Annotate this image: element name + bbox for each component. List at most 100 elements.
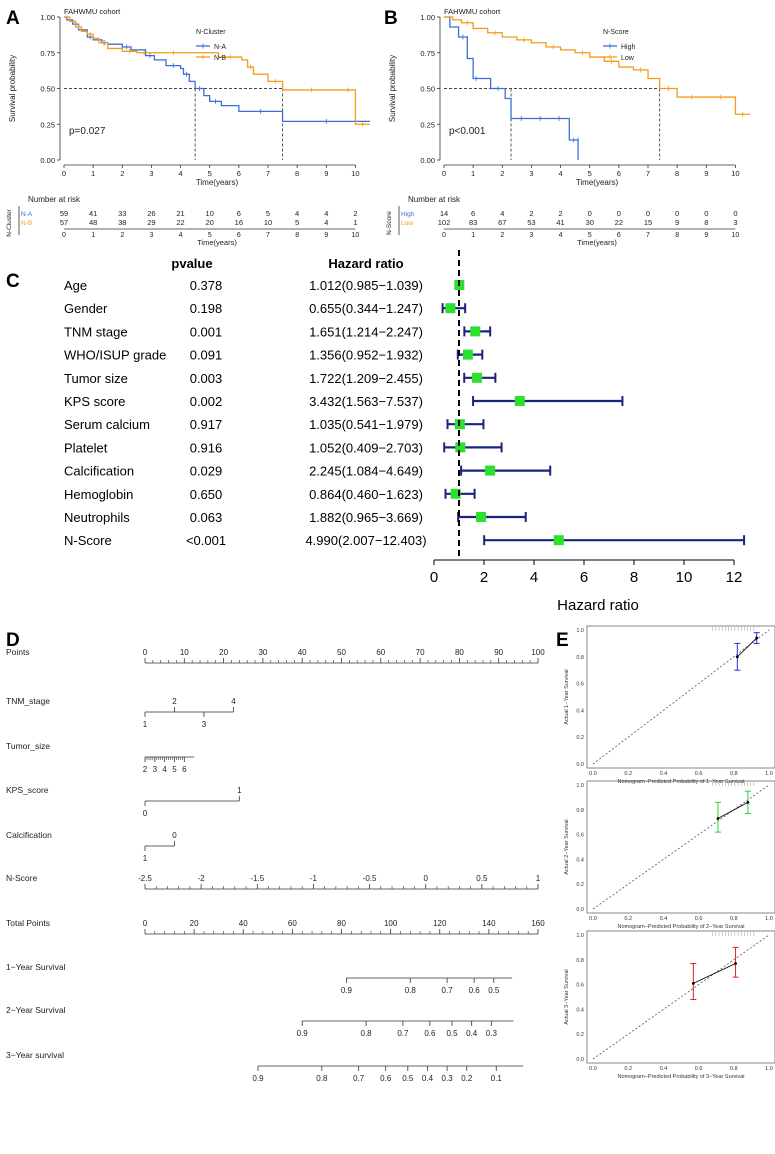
calibration-point <box>735 655 739 659</box>
forest-hr-text: 0.655(0.344−1.247) <box>309 301 423 316</box>
nomogram-row-label: 2−Year Survival <box>6 1005 66 1015</box>
risk-value: 0 <box>733 209 737 218</box>
nomogram-tick-label: 40 <box>239 919 248 928</box>
x-tick-label: 10 <box>351 169 359 178</box>
risk-value: 0 <box>588 209 592 218</box>
calib-y-tick-label: 0.0 <box>576 762 584 768</box>
p-value: p<0.001 <box>449 126 486 137</box>
legend-label: Low <box>621 55 635 62</box>
nomogram-tick-label: 5 <box>172 765 177 774</box>
risk-x-tick-label: 6 <box>617 232 621 239</box>
hr-point <box>553 535 564 546</box>
risk-value: 1 <box>353 218 357 227</box>
forest-row-label: Hemoglobin <box>64 487 133 502</box>
risk-row-label: Low <box>401 220 413 227</box>
risk-x-axis-title: Time(years) <box>197 238 237 247</box>
nomogram-tick-label: 0.3 <box>442 1074 454 1083</box>
nomogram-tick-label: -0.5 <box>363 874 377 883</box>
forest-hr-text: 0.864(0.460−1.623) <box>309 487 423 502</box>
risk-value: 26 <box>147 209 155 218</box>
calib-x-tick-label: 0.8 <box>730 916 738 922</box>
nomogram-tick-label: 0.9 <box>252 1074 264 1083</box>
plot-frame <box>586 930 775 1064</box>
nomogram-tick-label: 0.2 <box>461 1074 473 1083</box>
hr-point <box>472 372 483 383</box>
y-tick-label: 0.00 <box>420 156 435 165</box>
km-curve-low <box>444 16 750 115</box>
calib-x-tick-label: 0.2 <box>624 916 632 922</box>
calib-x-tick-label: 0.8 <box>730 1066 738 1072</box>
risk-x-tick-label: 4 <box>559 232 563 239</box>
forest-x-tick-label: 4 <box>530 569 538 586</box>
nomogram-tick-label: 1 <box>143 854 148 863</box>
risk-value: 33 <box>118 209 126 218</box>
forest-row-label: Gender <box>64 301 108 316</box>
calib-x-axis-title: Nomogram−Predicted Probability of 3−Year… <box>618 1074 745 1080</box>
x-tick-label: 4 <box>178 169 182 178</box>
risk-value: 2 <box>558 209 562 218</box>
risk-value: 57 <box>60 218 68 227</box>
risk-value: 59 <box>60 209 68 218</box>
risk-value: 5 <box>266 209 270 218</box>
nomogram-row-label: N-Score <box>6 873 37 883</box>
p-value: p=0.027 <box>69 126 106 137</box>
calib-x-tick-label: 1.0 <box>765 1066 773 1072</box>
y-tick-label: 0.00 <box>40 156 55 165</box>
risk-table-title: Number at risk <box>408 195 461 204</box>
hr-point <box>450 488 461 499</box>
nomogram-tick-label: 60 <box>288 919 297 928</box>
nomogram-tick-label: 50 <box>337 648 346 657</box>
calibration-line <box>693 963 736 984</box>
nomogram-row-label: Tumor_size <box>6 741 50 751</box>
risk-x-axis-title: Time(years) <box>577 238 617 247</box>
legend-label: High <box>621 44 636 51</box>
risk-value: 0 <box>617 209 621 218</box>
risk-value: 48 <box>89 218 97 227</box>
nomogram-tick-label: 2 <box>143 765 148 774</box>
risk-value: 10 <box>264 218 272 227</box>
forest-hr-text: 1.035(0.541−1.979) <box>309 417 423 432</box>
nomogram-tick-label: -1.5 <box>250 874 264 883</box>
calib-x-tick-label: 0.6 <box>695 771 703 777</box>
forest-row-label: Tumor size <box>64 371 128 386</box>
forest-row-label: Serum calcium <box>64 417 150 432</box>
x-tick-label: 2 <box>120 169 124 178</box>
nomogram-tick-label: 0 <box>143 809 148 818</box>
risk-x-tick-label: 9 <box>324 232 328 239</box>
chart-title: FAHWMU cohort <box>444 7 501 16</box>
risk-value: 6 <box>471 209 475 218</box>
risk-x-tick-label: 1 <box>471 232 475 239</box>
calib-x-tick-label: 0.6 <box>695 916 703 922</box>
nomogram-tick-label: 0.4 <box>466 1029 478 1038</box>
forest-row-label: Neutrophils <box>64 510 130 525</box>
risk-x-tick-label: 3 <box>149 232 153 239</box>
calibration-point <box>716 817 720 820</box>
forest-pvalue: 0.003 <box>190 371 223 386</box>
nomogram-row-label: Total Points <box>6 918 50 928</box>
risk-x-tick-label: 5 <box>208 232 212 239</box>
nomogram-tick-label: 0.6 <box>424 1029 436 1038</box>
y-tick-label: 1.00 <box>40 13 55 22</box>
nomogram-tick-label: 100 <box>531 648 545 657</box>
risk-value: 22 <box>615 218 623 227</box>
calib-y-tick-label: 0.2 <box>576 1032 584 1038</box>
hr-point <box>476 512 487 522</box>
x-tick-label: 10 <box>731 169 739 178</box>
x-tick-label: 1 <box>91 169 95 178</box>
hr-point <box>462 349 473 360</box>
nomogram-tick-label: 0.5 <box>488 986 500 995</box>
risk-value: 67 <box>498 218 506 227</box>
calib-y-axis-title: Actual 3−Year Survival <box>564 969 570 1024</box>
nomogram-tick-label: 80 <box>337 919 346 928</box>
risk-x-tick-label: 4 <box>179 232 183 239</box>
forest-x-tick-label: 10 <box>676 569 693 586</box>
risk-value: 16 <box>235 218 243 227</box>
calib-x-tick-label: 0.4 <box>660 771 668 777</box>
x-tick-label: 1 <box>471 169 475 178</box>
risk-value: 102 <box>438 218 451 227</box>
plot-frame <box>586 625 775 769</box>
km-curve-n-b <box>64 16 370 125</box>
risk-value: 41 <box>556 218 564 227</box>
x-tick-label: 2 <box>500 169 504 178</box>
